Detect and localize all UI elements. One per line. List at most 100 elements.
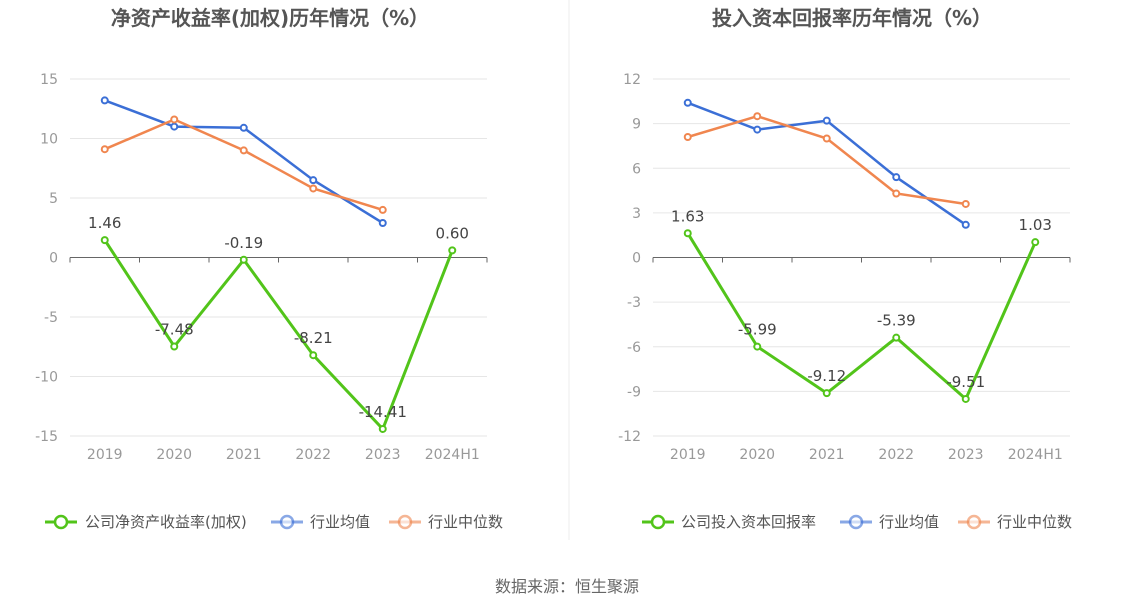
legend-item-industry-median[interactable]: 行业中位数 — [389, 513, 503, 531]
y-tick-label: 0 — [49, 251, 58, 267]
series-line-industry-median — [687, 114, 966, 206]
y-tick-label: -6 — [627, 340, 641, 356]
data-point-industry-mean[interactable] — [961, 220, 970, 229]
legend-item-industry-mean-2[interactable]: 行业均值 — [840, 513, 939, 531]
data-point-industry-mean[interactable] — [100, 96, 109, 105]
x-tick-label: 2021 — [809, 447, 845, 463]
data-label: -14.41 — [359, 403, 407, 421]
data-point-industry-mean[interactable] — [892, 173, 901, 182]
data-label: -5.39 — [877, 312, 916, 330]
data-point-industry-median[interactable] — [822, 134, 831, 143]
series-line-industry-mean — [104, 99, 384, 225]
data-point-industry-mean[interactable] — [378, 218, 387, 227]
data-point-industry-median[interactable] — [170, 115, 179, 124]
chart-2-title: 投入资本回报率历年情况（%） — [712, 6, 992, 30]
legend-marker-industry-median-2 — [966, 514, 982, 530]
data-point-company-roic[interactable] — [683, 229, 692, 238]
x-tick-label: 2019 — [670, 447, 706, 463]
data-point-company-roe[interactable] — [448, 246, 457, 255]
y-tick-label: -15 — [35, 429, 58, 445]
y-tick-label: -3 — [627, 295, 641, 311]
data-label: -7.48 — [155, 321, 194, 339]
y-tick-label: -10 — [35, 370, 58, 386]
y-tick-label: -9 — [627, 384, 641, 400]
y-tick-label: -12 — [618, 429, 641, 445]
data-point-company-roe[interactable] — [378, 424, 387, 433]
data-point-company-roic[interactable] — [753, 342, 762, 351]
data-point-company-roic[interactable] — [822, 389, 831, 398]
data-point-industry-median[interactable] — [309, 184, 318, 193]
data-point-industry-mean[interactable] — [683, 98, 692, 107]
legend-marker-company-roic — [650, 514, 666, 530]
x-tick-label: 2020 — [156, 447, 192, 463]
data-point-industry-median[interactable] — [961, 199, 970, 208]
legend-label-industry-mean: 行业均值 — [310, 513, 370, 531]
x-tick-label: 2019 — [87, 447, 123, 463]
chart-2-legend: 公司投入资本回报率 行业均值 行业中位数 — [642, 513, 1072, 531]
data-point-company-roe[interactable] — [239, 255, 248, 264]
data-label: 1.03 — [1019, 216, 1052, 234]
data-label: -5.99 — [738, 321, 777, 339]
data-source: 数据来源：恒生聚源 — [495, 577, 639, 596]
chart-1-plot: 15 10 5 0 -5 -10 -15 2019 2020 2021 2022 2023 2024H1… — [35, 72, 488, 463]
data-point-company-roic[interactable] — [1031, 238, 1040, 247]
data-point-industry-mean[interactable] — [822, 116, 831, 125]
legend-label-company-roe: 公司净资产收益率(加权) — [85, 513, 247, 531]
data-label: -0.19 — [224, 234, 263, 252]
legend-item-industry-mean[interactable]: 行业均值 — [271, 513, 370, 531]
data-point-industry-median[interactable] — [239, 146, 248, 155]
legend-marker-industry-median — [397, 514, 413, 530]
data-point-industry-mean[interactable] — [309, 176, 318, 185]
x-tick-label: 2022 — [295, 447, 331, 463]
y-tick-label: 0 — [632, 251, 641, 267]
data-label: 0.60 — [436, 224, 469, 242]
x-tick-label: 2021 — [226, 447, 262, 463]
data-label: 1.63 — [671, 207, 704, 225]
y-tick-label: 12 — [623, 72, 641, 88]
y-tick-label: -5 — [44, 310, 58, 326]
data-point-company-roe[interactable] — [309, 351, 318, 360]
x-tick-label: 2023 — [948, 447, 984, 463]
data-point-industry-median[interactable] — [100, 145, 109, 154]
x-tick-label: 2020 — [739, 447, 775, 463]
chart-1-legend: 公司净资产收益率(加权) 行业均值 行业中位数 — [45, 513, 503, 531]
data-point-company-roic[interactable] — [892, 333, 901, 342]
data-point-industry-mean[interactable] — [753, 125, 762, 134]
series-line-industry-median — [104, 118, 384, 212]
x-tick-label: 2024H1 — [1008, 447, 1063, 463]
data-point-industry-median[interactable] — [892, 189, 901, 198]
data-point-industry-mean[interactable] — [170, 122, 179, 131]
chart-2-plot: 12 9 6 3 0 -3 -6 -9 -12 2019 2020 2021 2022 2023 2024H… — [618, 72, 1071, 463]
series-line-company-roic — [686, 232, 1037, 402]
x-tick-label: 2024H1 — [425, 447, 480, 463]
y-tick-label: 5 — [49, 191, 58, 207]
series-line-company-roe — [103, 239, 454, 432]
x-tick-label: 2023 — [365, 447, 401, 463]
data-point-company-roic[interactable] — [961, 394, 970, 403]
data-point-company-roe[interactable] — [100, 236, 109, 245]
legend-item-company-roic[interactable]: 公司投入资本回报率 — [642, 513, 816, 531]
data-label: -9.12 — [807, 367, 846, 385]
x-tick-label: 2022 — [878, 447, 914, 463]
legend-label-industry-mean-2: 行业均值 — [879, 513, 939, 531]
y-tick-label: 15 — [40, 72, 58, 88]
y-tick-label: 9 — [632, 117, 641, 133]
data-point-industry-median[interactable] — [378, 205, 387, 214]
data-point-company-roe[interactable] — [170, 342, 179, 351]
data-label: -9.51 — [946, 373, 985, 391]
y-tick-label: 10 — [40, 132, 58, 148]
data-point-industry-median[interactable] — [683, 133, 692, 142]
legend-item-company-roe[interactable]: 公司净资产收益率(加权) — [45, 513, 247, 531]
chart-1-title: 净资产收益率(加权)历年情况（%） — [111, 6, 429, 30]
legend-marker-industry-mean — [279, 514, 295, 530]
legend-marker-industry-mean-2 — [848, 514, 864, 530]
data-label: 1.46 — [88, 214, 121, 232]
legend-item-industry-median-2[interactable]: 行业中位数 — [958, 513, 1072, 531]
legend-label-industry-median-2: 行业中位数 — [997, 513, 1072, 531]
data-point-industry-median[interactable] — [753, 112, 762, 121]
data-label: -8.21 — [294, 329, 333, 347]
y-tick-label: 3 — [632, 206, 641, 222]
data-point-industry-mean[interactable] — [239, 123, 248, 132]
legend-marker-company-roe — [53, 514, 69, 530]
